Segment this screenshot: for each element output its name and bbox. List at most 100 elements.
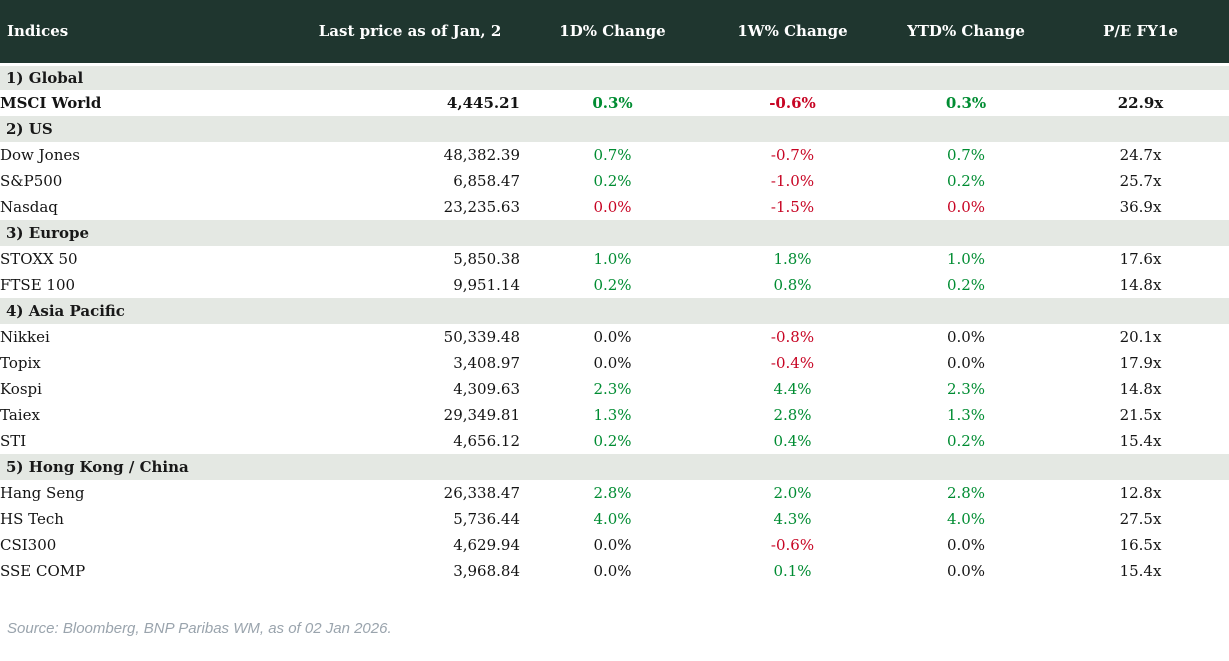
section-label: 1) Global	[6, 68, 84, 87]
index-row: SSE COMP 3,968.84 0.0% 0.1% 0.0% 15.4x	[0, 558, 1229, 584]
index-row: Kospi 4,309.63 2.3% 4.4% 2.3% 14.8x	[0, 376, 1229, 402]
pe-ratio: 20.1x	[1119, 328, 1162, 346]
section-row: 2) US	[0, 116, 1229, 142]
section-row: 1) Global	[0, 64, 1229, 90]
column-header-pe: P/E FY1e	[1052, 0, 1229, 66]
index-name: STOXX 50	[0, 250, 78, 268]
change-ytd: 1.3%	[946, 406, 986, 424]
index-row: Nikkei 50,339.48 0.0% -0.8% 0.0% 20.1x	[0, 324, 1229, 350]
pe-ratio: 36.9x	[1119, 198, 1162, 216]
section-row: 3) Europe	[0, 220, 1229, 246]
change-1w: -0.8%	[770, 328, 815, 346]
change-ytd: 4.0%	[946, 510, 986, 528]
change-ytd: 0.0%	[946, 562, 986, 580]
pe-ratio: 15.4x	[1119, 562, 1162, 580]
index-name: STI	[0, 432, 27, 450]
last-price: 4,309.63	[453, 380, 520, 398]
pe-ratio: 12.8x	[1119, 484, 1162, 502]
column-header-last-price: Last price as of Jan, 2	[300, 0, 520, 66]
index-row: Dow Jones 48,382.39 0.7% -0.7% 0.7% 24.7x	[0, 142, 1229, 168]
change-ytd: 1.0%	[946, 250, 986, 268]
last-price: 5,736.44	[453, 510, 520, 528]
change-1w: 4.4%	[773, 380, 812, 398]
change-1w: 0.4%	[773, 432, 812, 450]
index-row: Nasdaq 23,235.63 0.0% -1.5% 0.0% 36.9x	[0, 194, 1229, 220]
index-row: Taiex 29,349.81 1.3% 2.8% 1.3% 21.5x	[0, 402, 1229, 428]
change-ytd: 0.7%	[946, 146, 986, 164]
index-row: CSI300 4,629.94 0.0% -0.6% 0.0% 16.5x	[0, 532, 1229, 558]
change-ytd: 2.8%	[946, 484, 986, 502]
index-name: Nasdaq	[0, 198, 58, 216]
change-1w: -0.6%	[770, 536, 815, 554]
change-ytd: 0.2%	[946, 172, 986, 190]
last-price: 48,382.39	[443, 146, 520, 164]
table-body: 1) Global MSCI World 4,445.21 0.3% -0.6% 0.3%…	[0, 64, 1229, 584]
last-price: 9,951.14	[453, 276, 520, 294]
pe-ratio: 24.7x	[1119, 146, 1162, 164]
change-1d: 0.0%	[593, 562, 632, 580]
index-row: HS Tech 5,736.44 4.0% 4.3% 4.0% 27.5x	[0, 506, 1229, 532]
change-1w: 0.8%	[773, 276, 812, 294]
change-ytd: 2.3%	[946, 380, 986, 398]
change-1w: 1.8%	[773, 250, 812, 268]
change-1d: 2.3%	[593, 380, 632, 398]
change-ytd: 0.2%	[946, 276, 986, 294]
change-1w: -0.6%	[769, 94, 816, 112]
source-note: Source: Bloomberg, BNP Paribas WM, as of…	[7, 620, 392, 637]
index-name: Topix	[0, 354, 41, 372]
indices-table: Indices Last price as of Jan, 2 1D% Chan…	[0, 0, 1229, 584]
change-ytd: 0.0%	[946, 198, 986, 216]
index-name: CSI300	[0, 536, 57, 554]
change-1w: -1.0%	[770, 172, 815, 190]
change-1d: 1.0%	[593, 250, 632, 268]
last-price: 26,338.47	[443, 484, 520, 502]
index-row: S&P500 6,858.47 0.2% -1.0% 0.2% 25.7x	[0, 168, 1229, 194]
index-name: SSE COMP	[0, 562, 86, 580]
change-1w: -0.4%	[770, 354, 815, 372]
last-price: 3,408.97	[453, 354, 520, 372]
change-1d: 0.2%	[593, 432, 632, 450]
index-name: FTSE 100	[0, 276, 76, 294]
change-ytd: 0.0%	[946, 536, 986, 554]
column-header-1w-change: 1W% Change	[705, 0, 880, 66]
section-label: 5) Hong Kong / China	[6, 458, 189, 476]
pe-ratio: 27.5x	[1119, 510, 1162, 528]
section-row: 4) Asia Pacific	[0, 298, 1229, 324]
last-price: 50,339.48	[443, 328, 520, 346]
index-name: Hang Seng	[0, 484, 85, 502]
change-1d: 0.2%	[593, 276, 632, 294]
last-price: 23,235.63	[443, 198, 520, 216]
index-row: STOXX 50 5,850.38 1.0% 1.8% 1.0% 17.6x	[0, 246, 1229, 272]
change-ytd: 0.0%	[946, 354, 986, 372]
change-1d: 1.3%	[593, 406, 632, 424]
index-row: MSCI World 4,445.21 0.3% -0.6% 0.3% 22.9x	[0, 90, 1229, 116]
change-1w: 2.0%	[773, 484, 812, 502]
last-price: 5,850.38	[453, 250, 520, 268]
last-price: 4,629.94	[453, 536, 520, 554]
last-price: 29,349.81	[443, 406, 520, 424]
pe-ratio: 21.5x	[1119, 406, 1162, 424]
pe-ratio: 16.5x	[1119, 536, 1162, 554]
table-header-row: Indices Last price as of Jan, 2 1D% Chan…	[0, 0, 1229, 66]
change-ytd: 0.0%	[946, 328, 986, 346]
last-price: 4,445.21	[446, 94, 520, 112]
section-label: 4) Asia Pacific	[6, 302, 125, 320]
column-header-ytd-change: YTD% Change	[880, 0, 1052, 66]
change-1d: 0.0%	[593, 354, 632, 372]
change-1w: 2.8%	[773, 406, 812, 424]
change-ytd: 0.3%	[945, 94, 987, 112]
index-name: Dow Jones	[0, 146, 80, 164]
change-1w: 4.3%	[773, 510, 812, 528]
pe-ratio: 15.4x	[1119, 432, 1162, 450]
index-name: HS Tech	[0, 510, 64, 528]
index-row: Hang Seng 26,338.47 2.8% 2.0% 2.8% 12.8x	[0, 480, 1229, 506]
change-1w: -0.7%	[770, 146, 815, 164]
index-name: Nikkei	[0, 328, 50, 346]
last-price: 4,656.12	[453, 432, 520, 450]
pe-ratio: 14.8x	[1119, 380, 1162, 398]
section-label: 2) US	[6, 120, 53, 138]
last-price: 3,968.84	[453, 562, 520, 580]
section-row: 5) Hong Kong / China	[0, 454, 1229, 480]
change-1w: -1.5%	[770, 198, 815, 216]
change-1d: 0.7%	[593, 146, 632, 164]
